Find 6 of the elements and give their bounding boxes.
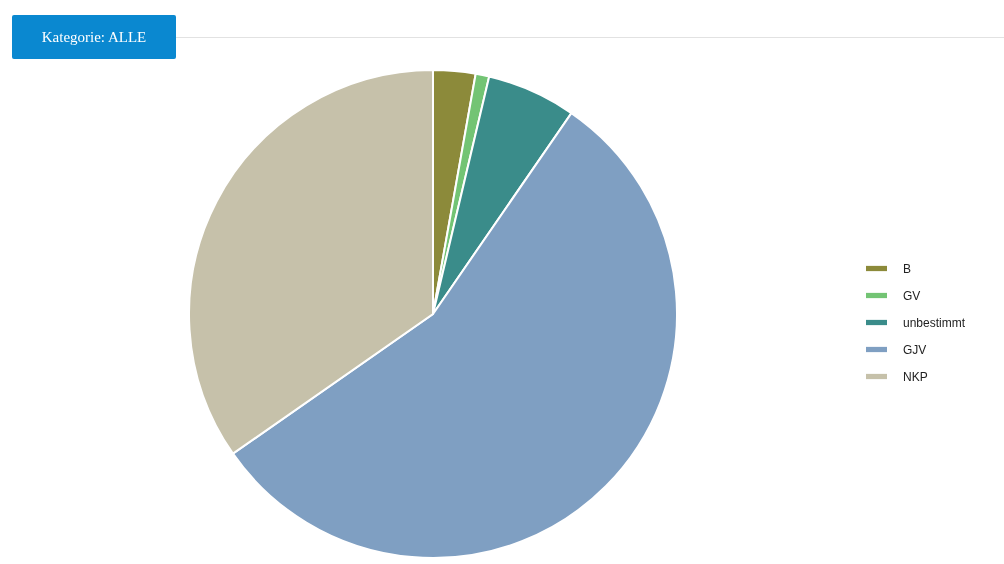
chart-title: Kategorie: ALLE [12,15,176,59]
legend-label: unbestimmt [903,315,966,330]
legend-label: GV [903,288,921,303]
legend-label: NKP [903,369,928,384]
legend-label: GJV [903,342,927,357]
legend-label: B [903,261,912,276]
